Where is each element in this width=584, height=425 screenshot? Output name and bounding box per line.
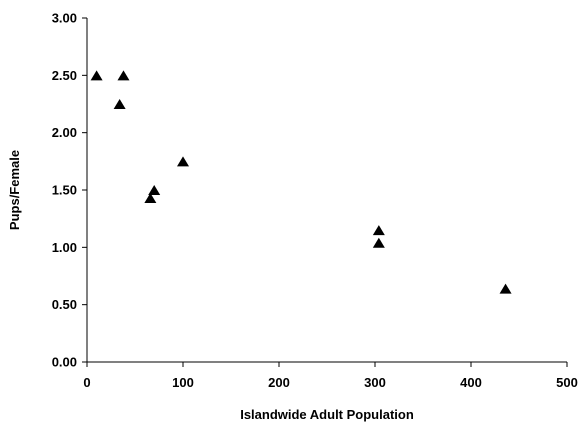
y-tick-label: 2.50 — [52, 68, 77, 83]
data-point-triangle — [372, 225, 385, 236]
data-point-triangle — [90, 70, 103, 81]
data-point-triangle — [148, 185, 161, 195]
y-axis-title: Pups/Female — [7, 150, 22, 230]
data-points — [90, 70, 512, 294]
data-point-triangle — [499, 283, 512, 294]
x-tick-label: 300 — [364, 375, 386, 390]
y-tick-label: 1.50 — [52, 183, 77, 198]
data-point-triangle — [144, 193, 157, 204]
x-tick-label: 0 — [83, 375, 90, 390]
y-tick-label: 2.00 — [52, 125, 77, 140]
data-point-triangle — [177, 156, 189, 167]
x-axis-ticks: 0 100 200 300 400 500 — [83, 362, 578, 390]
x-tick-label: 400 — [460, 375, 482, 390]
y-axis-ticks: 0.00 0.50 1.00 1.50 2.00 2.50 3.00 — [52, 11, 87, 370]
data-point-triangle — [117, 70, 130, 81]
y-tick-label: 0.00 — [52, 355, 77, 370]
data-point-triangle — [113, 99, 126, 109]
data-point-triangle — [372, 237, 385, 248]
y-tick-label: 1.00 — [52, 240, 77, 255]
x-tick-label: 500 — [556, 375, 578, 390]
x-tick-label: 100 — [172, 375, 194, 390]
y-tick-label: 0.50 — [52, 297, 77, 312]
y-tick-label: 3.00 — [52, 11, 77, 26]
x-tick-label: 200 — [268, 375, 290, 390]
x-axis-title: Islandwide Adult Population — [240, 407, 414, 422]
